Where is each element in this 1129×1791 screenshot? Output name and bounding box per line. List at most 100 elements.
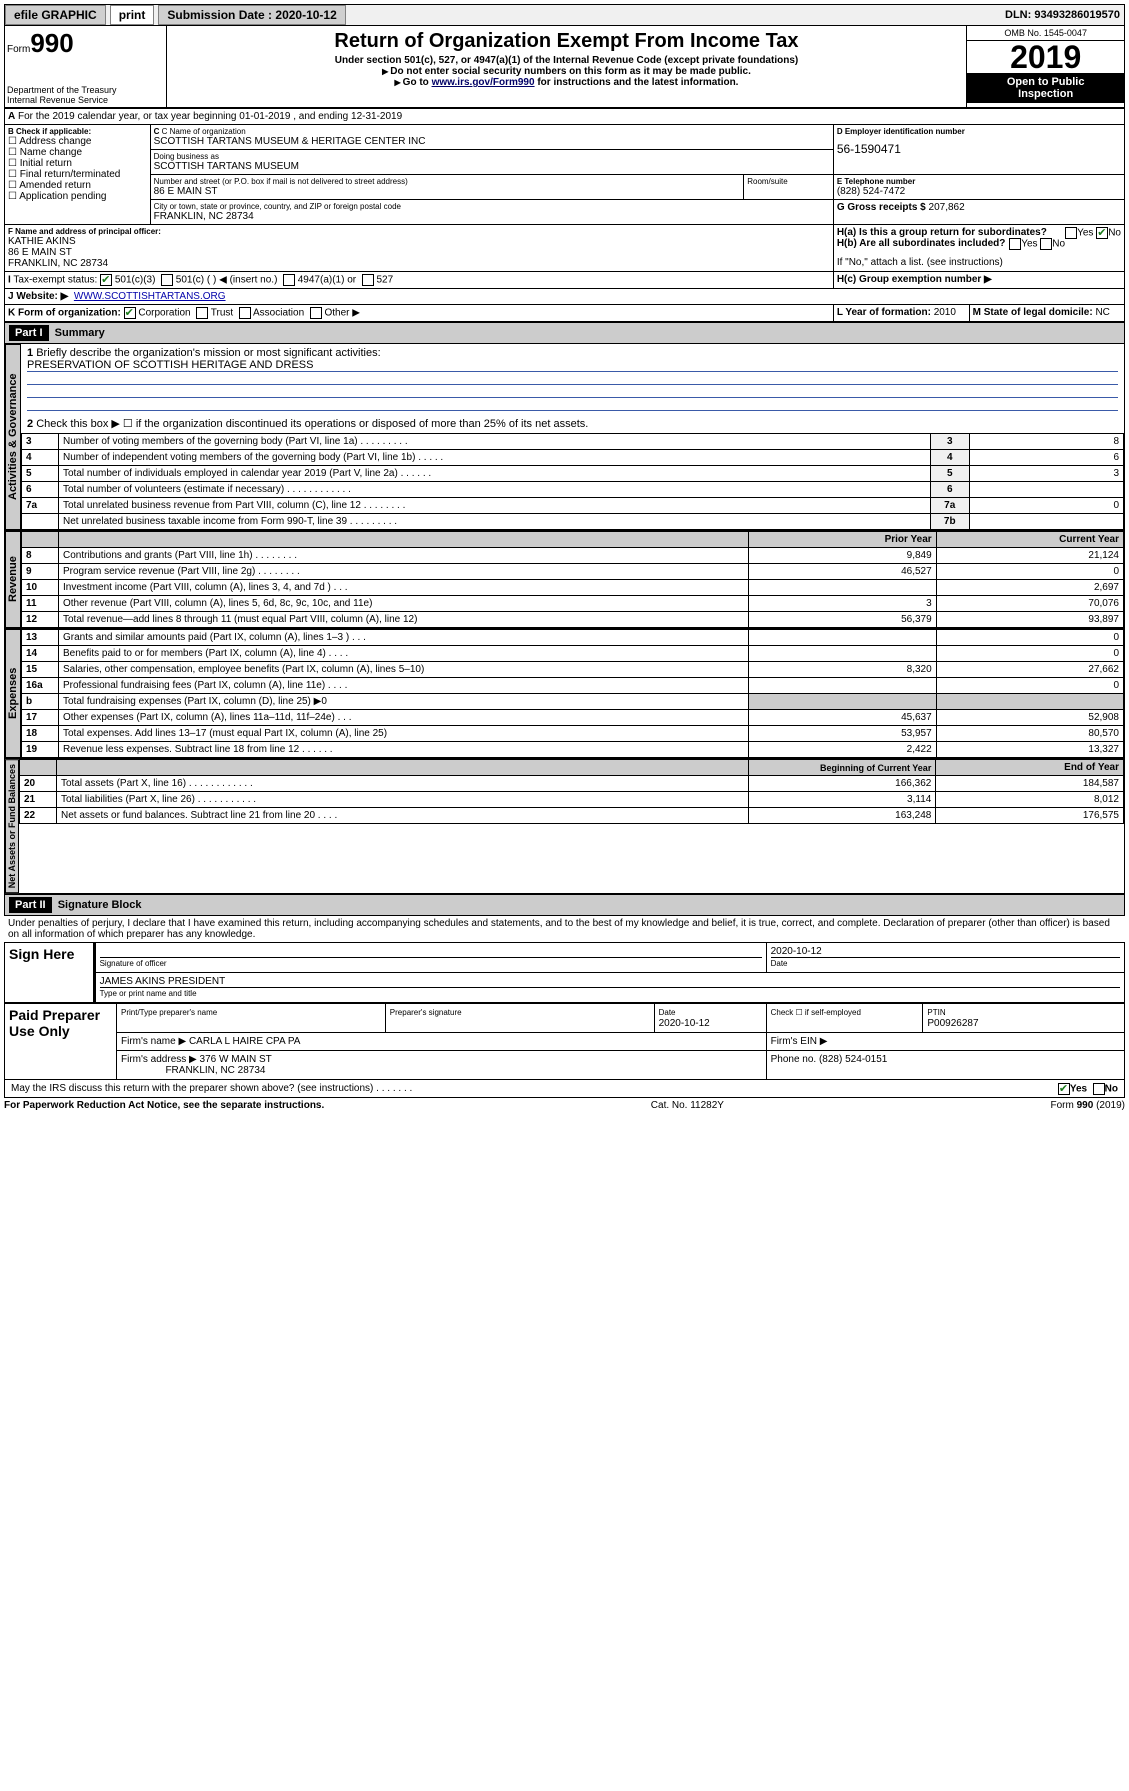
ptin-value: P00926287 bbox=[927, 1018, 978, 1029]
discuss-row: May the IRS discuss this return with the… bbox=[4, 1080, 1125, 1098]
chk-corporation[interactable] bbox=[124, 307, 136, 319]
page-footer: For Paperwork Reduction Act Notice, see … bbox=[4, 1098, 1125, 1113]
tab-net-assets: Net Assets or Fund Balances bbox=[5, 759, 19, 893]
chk-trust[interactable] bbox=[196, 307, 208, 319]
table-row: 14Benefits paid to or for members (Part … bbox=[22, 646, 1124, 662]
table-row: 13Grants and similar amounts paid (Part … bbox=[22, 630, 1124, 646]
revenue-table: Prior Year Current Year 8Contributions a… bbox=[21, 531, 1124, 628]
addr-value: 86 E MAIN ST bbox=[154, 186, 741, 197]
prep-sig-label: Preparer's signature bbox=[390, 1008, 462, 1017]
form-header: Form990 Department of the Treasury Inter… bbox=[4, 26, 1125, 108]
firm-addr2: FRANKLIN, NC 28734 bbox=[165, 1065, 265, 1076]
table-row: 16aProfessional fundraising fees (Part I… bbox=[22, 678, 1124, 694]
table-row: Net unrelated business taxable income fr… bbox=[22, 514, 1124, 530]
chk-501c3[interactable] bbox=[100, 274, 112, 286]
chk-527[interactable] bbox=[362, 274, 374, 286]
h-note: If "No," attach a list. (see instruction… bbox=[833, 255, 1124, 272]
firm-phone-label: Phone no. bbox=[771, 1054, 819, 1065]
table-row: 5Total number of individuals employed in… bbox=[22, 466, 1124, 482]
h-b: H(b) Are all subordinates included? Yes … bbox=[837, 238, 1121, 249]
self-employed-check[interactable]: Check ☐ if self-employed bbox=[771, 1008, 861, 1017]
phone-label: E Telephone number bbox=[837, 177, 1121, 186]
table-row: bTotal fundraising expenses (Part IX, co… bbox=[22, 694, 1124, 710]
tab-expenses: Expenses bbox=[5, 629, 21, 758]
box-j: J Website: ▶ WWW.SCOTTISHTARTANS.ORG bbox=[5, 289, 1125, 305]
officer-addr1: 86 E MAIN ST bbox=[8, 247, 830, 258]
sig-officer-label: Signature of officer bbox=[100, 959, 167, 968]
expenses-table: 13Grants and similar amounts paid (Part … bbox=[21, 629, 1124, 758]
org-name-label: C C Name of organization bbox=[154, 127, 830, 136]
inspection-badge: Open to PublicInspection bbox=[967, 73, 1124, 103]
firm-name: CARLA L HAIRE CPA PA bbox=[189, 1036, 301, 1047]
chk-address-change[interactable]: ☐ Address change bbox=[8, 136, 147, 147]
prep-date-label: Date bbox=[659, 1008, 676, 1017]
submission-label: Submission Date : bbox=[167, 8, 275, 22]
website-link[interactable]: WWW.SCOTTISHTARTANS.ORG bbox=[74, 291, 226, 302]
chk-final-return[interactable]: ☐ Final return/terminated bbox=[8, 169, 147, 180]
goto-line: Go to www.irs.gov/Form990 for instructio… bbox=[171, 77, 963, 88]
chk-501c[interactable] bbox=[161, 274, 173, 286]
footer-mid: Cat. No. 11282Y bbox=[324, 1100, 1050, 1111]
box-i: I Tax-exempt status: 501(c)(3) 501(c) ( … bbox=[5, 272, 834, 289]
mission-text: PRESERVATION OF SCOTTISH HERITAGE AND DR… bbox=[27, 359, 1118, 372]
form-title: Return of Organization Exempt From Incom… bbox=[171, 30, 963, 53]
discuss-yes-check[interactable] bbox=[1058, 1083, 1070, 1095]
table-row: 22Net assets or fund balances. Subtract … bbox=[20, 808, 1124, 824]
chk-association[interactable] bbox=[239, 307, 251, 319]
chk-amended-return[interactable]: ☐ Amended return bbox=[8, 180, 147, 191]
chk-application-pending[interactable]: ☐ Application pending bbox=[8, 191, 147, 202]
chk-4947[interactable] bbox=[283, 274, 295, 286]
discuss-no-check[interactable] bbox=[1093, 1083, 1105, 1095]
prep-name-label: Print/Type preparer's name bbox=[121, 1008, 217, 1017]
irs-label: Internal Revenue Service bbox=[7, 95, 164, 105]
footer-left: For Paperwork Reduction Act Notice, see … bbox=[4, 1100, 324, 1111]
mission-blank2 bbox=[27, 385, 1118, 398]
table-row: 7aTotal unrelated business revenue from … bbox=[22, 498, 1124, 514]
submission-date: 2020-10-12 bbox=[275, 8, 336, 22]
chk-initial-return[interactable]: ☐ Initial return bbox=[8, 158, 147, 169]
city-value: FRANKLIN, NC 28734 bbox=[154, 211, 830, 222]
q2-text: 2 Check this box ▶ ☐ if the organization… bbox=[27, 417, 1118, 430]
org-name: SCOTTISH TARTANS MUSEUM & HERITAGE CENTE… bbox=[154, 136, 830, 147]
table-row: 19Revenue less expenses. Subtract line 1… bbox=[22, 742, 1124, 758]
table-row: 11Other revenue (Part VIII, column (A), … bbox=[22, 596, 1124, 612]
officer-addr2: FRANKLIN, NC 28734 bbox=[8, 258, 830, 269]
part1-header: Part I Summary bbox=[4, 322, 1125, 344]
city-label: City or town, state or province, country… bbox=[154, 202, 830, 211]
tax-year: 2019 bbox=[967, 41, 1124, 73]
form990-link[interactable]: www.irs.gov/Form990 bbox=[432, 77, 535, 88]
governance-table: 3Number of voting members of the governi… bbox=[21, 433, 1124, 530]
ein-label: D Employer identification number bbox=[837, 127, 1121, 136]
h-c: H(c) Group exemption number ▶ bbox=[833, 272, 1124, 289]
submission-button[interactable]: Submission Date : 2020-10-12 bbox=[158, 5, 345, 25]
table-row: 4Number of independent voting members of… bbox=[22, 450, 1124, 466]
box-l: L Year of formation: 2010 bbox=[833, 305, 969, 322]
table-row: 15Salaries, other compensation, employee… bbox=[22, 662, 1124, 678]
dba-label: Doing business as bbox=[154, 152, 830, 161]
officer-print-label: Type or print name and title bbox=[100, 989, 197, 998]
officer-name: KATHIE AKINS bbox=[8, 236, 830, 247]
prep-date: 2020-10-12 bbox=[659, 1018, 710, 1029]
firm-name-label: Firm's name ▶ bbox=[121, 1036, 186, 1047]
officer-print-name: JAMES AKINS PRESIDENT bbox=[100, 976, 1120, 988]
paid-preparer-label: Paid Preparer Use Only bbox=[9, 1007, 100, 1039]
form-subtitle: Under section 501(c), 527, or 4947(a)(1)… bbox=[171, 55, 963, 66]
print-button[interactable]: print bbox=[110, 5, 155, 25]
signature-table: Sign Here Signature of officer 2020-10-1… bbox=[4, 942, 1125, 1003]
table-row: 21Total liabilities (Part X, line 26) . … bbox=[20, 792, 1124, 808]
efile-badge: efile GRAPHIC bbox=[5, 5, 106, 25]
sig-date-label: Date bbox=[771, 959, 788, 968]
sign-here-label: Sign Here bbox=[9, 946, 74, 962]
ein-value: 56-1590471 bbox=[837, 142, 1121, 156]
table-row: 20Total assets (Part X, line 16) . . . .… bbox=[20, 776, 1124, 792]
table-row: 18Total expenses. Add lines 13–17 (must … bbox=[22, 726, 1124, 742]
form-number: Form990 bbox=[7, 28, 164, 59]
box-m: M State of legal domicile: NC bbox=[969, 305, 1124, 322]
officer-label: F Name and address of principal officer: bbox=[8, 227, 830, 236]
chk-other[interactable] bbox=[310, 307, 322, 319]
tab-revenue: Revenue bbox=[5, 531, 21, 628]
chk-name-change[interactable]: ☐ Name change bbox=[8, 147, 147, 158]
entity-info-table: A For the 2019 calendar year, or tax yea… bbox=[4, 108, 1125, 322]
h-a: H(a) Is this a group return for subordin… bbox=[837, 227, 1121, 238]
gross-receipts: G Gross receipts $ 207,862 bbox=[833, 200, 1124, 225]
